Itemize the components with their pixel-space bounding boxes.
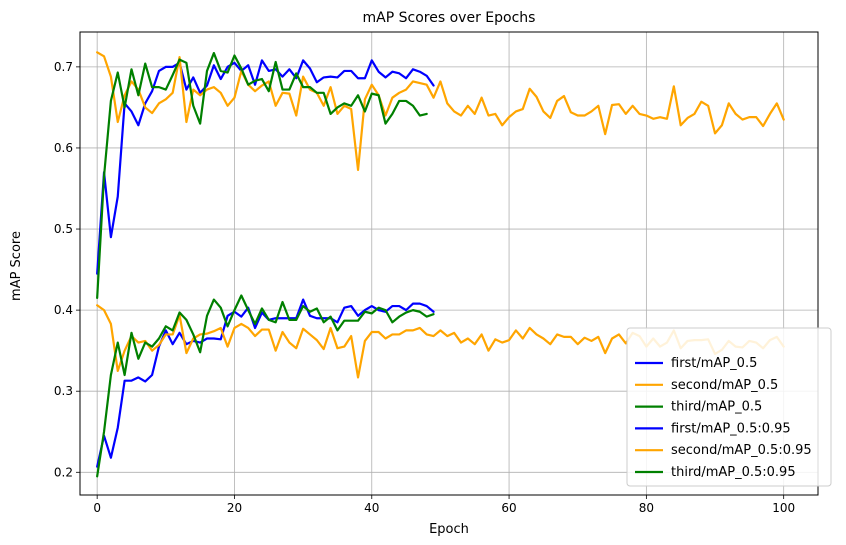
legend-label: second/mAP_0.5 (671, 378, 778, 393)
series-line-0 (96, 59, 435, 275)
legend-label: third/mAP_0.5:0.95 (671, 465, 796, 480)
x-axis-title: Epoch (429, 522, 469, 537)
legend-box (626, 327, 832, 487)
x-tick-label: 40 (364, 501, 379, 515)
x-tick-label: 100 (772, 501, 795, 515)
x-axis: 0 20 40 60 80 100 (93, 495, 795, 515)
legend: first/mAP_0.5 second/mAP_0.5 third/mAP_0.5… (626, 327, 832, 487)
y-tick-label: 0.2 (54, 465, 73, 479)
legend-label: third/mAP_0.5 (671, 400, 762, 415)
y-axis-title: mAP Score (9, 231, 24, 301)
chart-title: mAP Scores over Epochs (363, 10, 536, 26)
x-tick-label: 0 (93, 501, 101, 515)
y-tick-label: 0.7 (54, 60, 73, 74)
series-line-3 (96, 298, 435, 468)
y-tick-label: 0.5 (54, 222, 73, 236)
legend-label: first/mAP_0.5:0.95 (671, 421, 791, 436)
y-axis: 0.2 0.3 0.4 0.5 0.6 0.7 (54, 60, 80, 479)
series-line-1 (96, 51, 785, 171)
grid (80, 32, 818, 495)
x-tick-label: 80 (639, 501, 654, 515)
plot-frame (79, 31, 819, 496)
y-tick-label: 0.4 (54, 303, 73, 317)
x-tick-label: 20 (227, 501, 242, 515)
y-tick-label: 0.3 (54, 384, 73, 398)
series-line-2 (96, 51, 428, 300)
series-layer (96, 51, 785, 478)
y-tick-label: 0.6 (54, 141, 73, 155)
series-line-5 (96, 294, 435, 478)
legend-label: second/mAP_0.5:0.95 (671, 443, 812, 458)
x-tick-label: 60 (501, 501, 516, 515)
legend-label: first/mAP_0.5 (671, 356, 757, 371)
